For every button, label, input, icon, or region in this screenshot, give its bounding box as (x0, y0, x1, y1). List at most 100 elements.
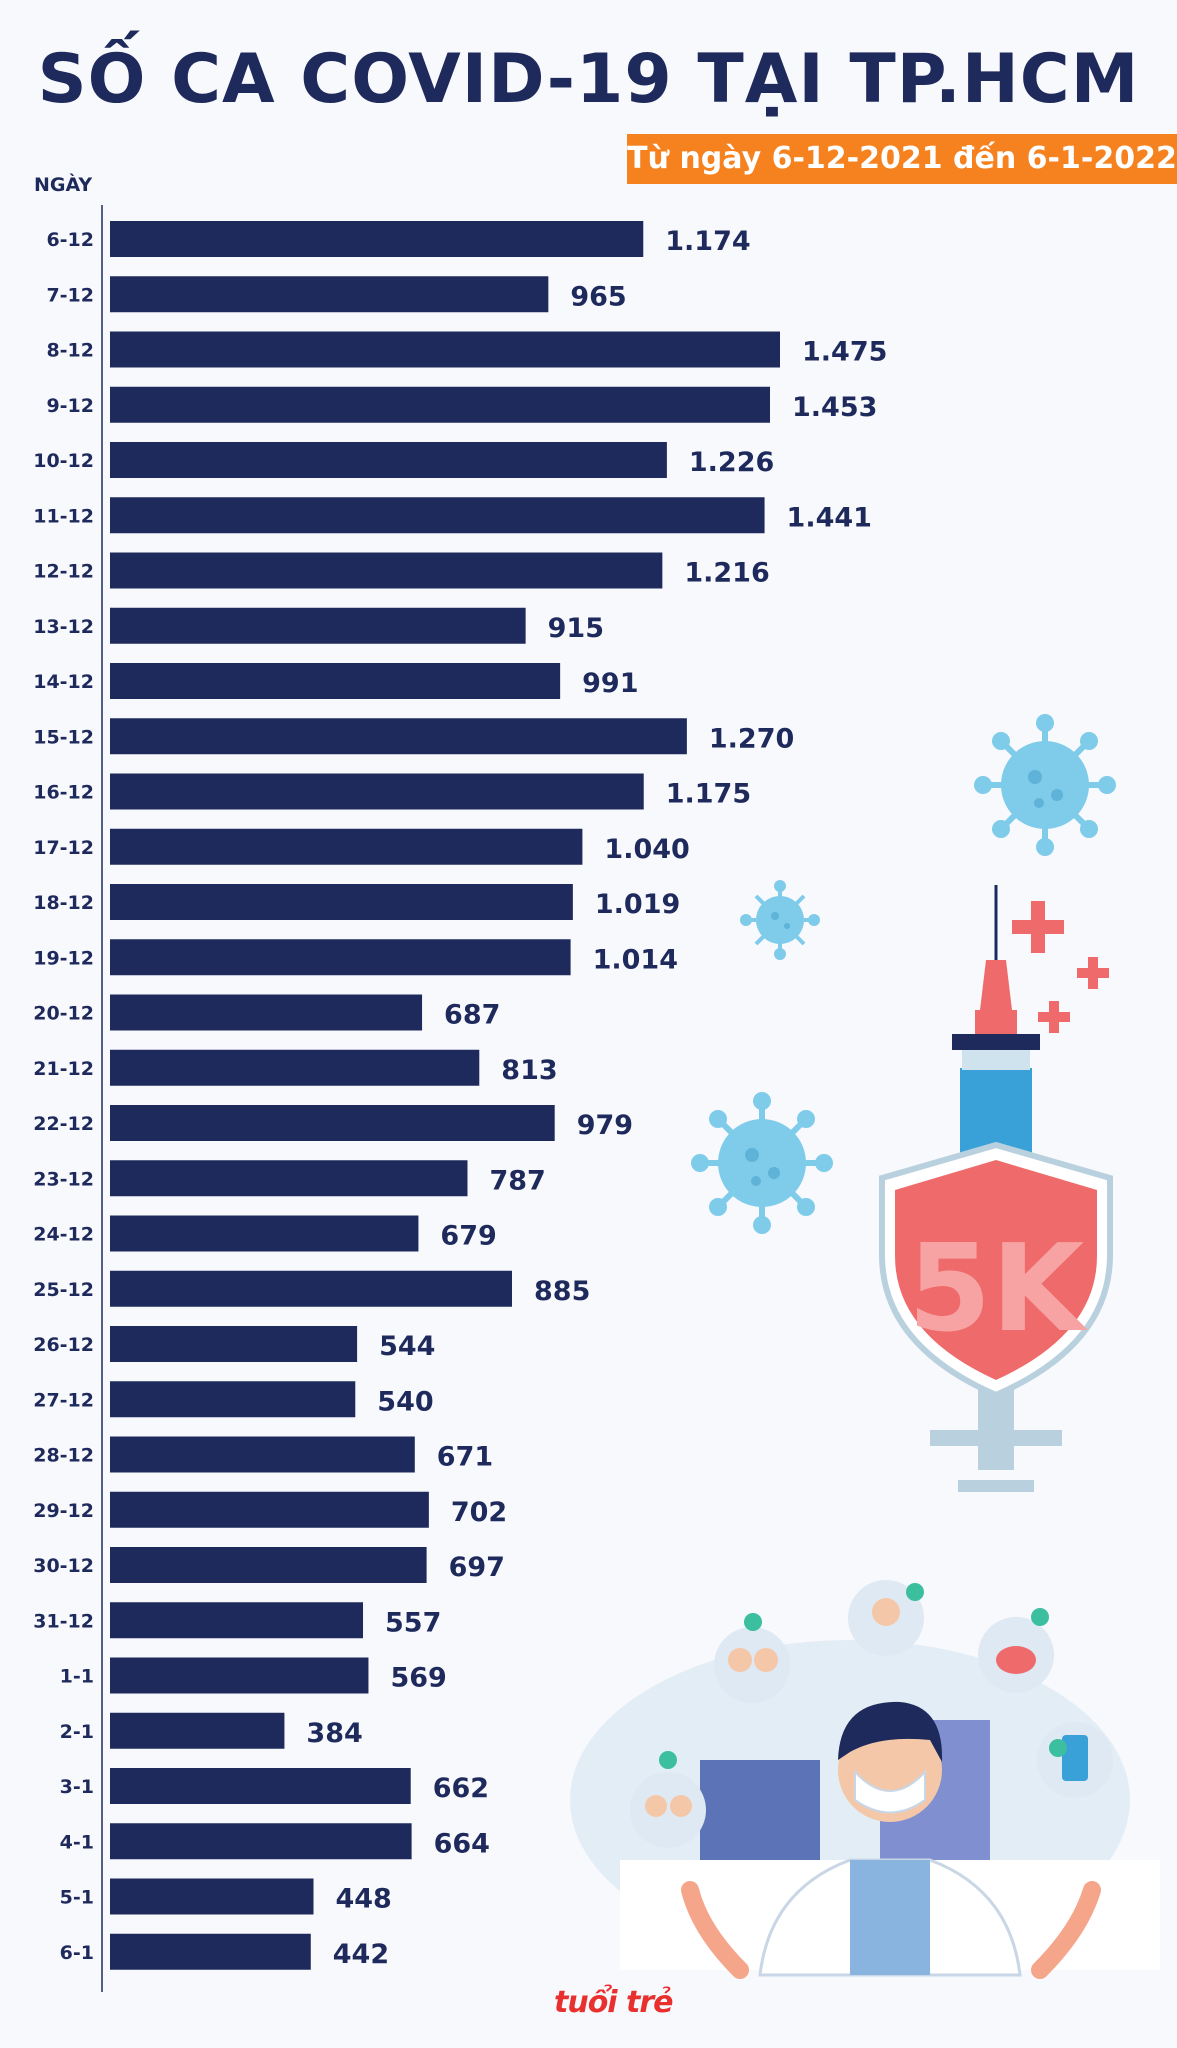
bar-11-12 (110, 497, 765, 534)
tick-label-4-1: 4-1 (60, 1831, 94, 1853)
data-label-14-12: 991 (582, 668, 638, 699)
data-label-2-1: 384 (306, 1718, 362, 1749)
tick-label-28-12: 28-12 (33, 1445, 94, 1467)
plus-icon (1012, 901, 1109, 1033)
date-range-badge: Từ ngày 6-12-2021 đến 6-1-2022 (627, 134, 1177, 184)
tick-label-13-12: 13-12 (33, 616, 94, 638)
data-label-11-12: 1.441 (787, 502, 872, 533)
tick-label-31-12: 31-12 (33, 1610, 94, 1632)
virus-icon (691, 1092, 833, 1234)
y-axis-label: NGÀY (34, 174, 93, 196)
tick-label-9-12: 9-12 (46, 395, 94, 417)
tuoi-tre-logo: tuổi trẻ (554, 1985, 674, 2020)
bar-5-1 (110, 1878, 314, 1915)
tick-label-27-12: 27-12 (33, 1389, 94, 1411)
tick-label-29-12: 29-12 (33, 1500, 94, 1522)
data-label-24-12: 679 (440, 1221, 496, 1252)
data-label-1-1: 569 (390, 1663, 446, 1694)
avatar-icons (630, 1580, 1113, 1848)
data-label-20-12: 687 (444, 1000, 500, 1031)
data-label-6-12: 1.174 (665, 226, 750, 257)
tick-label-11-12: 11-12 (33, 505, 94, 527)
bar-2-1 (110, 1712, 285, 1749)
tick-label-20-12: 20-12 (33, 1003, 94, 1025)
tick-label-6-1: 6-1 (60, 1942, 94, 1964)
bar-27-12 (110, 1381, 356, 1418)
bar-19-12 (110, 939, 571, 976)
data-label-31-12: 557 (385, 1607, 441, 1638)
data-label-27-12: 540 (377, 1386, 433, 1417)
bar-26-12 (110, 1326, 358, 1362)
data-label-4-1: 664 (434, 1828, 490, 1859)
bar-8-12 (110, 331, 780, 368)
data-label-25-12: 885 (534, 1276, 590, 1307)
data-label-26-12: 544 (379, 1331, 435, 1362)
data-label-5-1: 448 (335, 1884, 391, 1915)
data-label-22-12: 979 (577, 1110, 633, 1141)
data-label-23-12: 787 (489, 1165, 545, 1196)
bar-15-12 (110, 718, 687, 755)
tick-label-12-12: 12-12 (33, 561, 94, 583)
data-label-7-12: 965 (570, 281, 626, 312)
tick-label-30-12: 30-12 (33, 1555, 94, 1577)
tick-label-6-12: 6-12 (46, 229, 94, 251)
data-label-9-12: 1.453 (792, 392, 877, 423)
tick-label-3-1: 3-1 (60, 1776, 94, 1798)
bar-14-12 (110, 663, 561, 699)
page-title: SỐ CA COVID-19 TẠI TP.HCM (37, 40, 1140, 119)
tick-label-24-12: 24-12 (33, 1224, 94, 1246)
tick-label-17-12: 17-12 (33, 837, 94, 859)
bar-25-12 (110, 1270, 512, 1307)
bar-28-12 (110, 1436, 415, 1473)
bar-30-12 (110, 1547, 427, 1583)
bar-1-1 (110, 1657, 369, 1694)
tick-label-16-12: 16-12 (33, 782, 94, 804)
data-label-10-12: 1.226 (689, 447, 774, 478)
tick-label-25-12: 25-12 (33, 1279, 94, 1301)
data-label-12-12: 1.216 (684, 558, 769, 589)
bar-24-12 (110, 1215, 419, 1252)
data-label-28-12: 671 (437, 1442, 493, 1473)
bar-21-12 (110, 1049, 480, 1086)
data-label-8-12: 1.475 (802, 337, 887, 368)
tick-label-22-12: 22-12 (33, 1113, 94, 1135)
bar-23-12 (110, 1160, 468, 1197)
bar-16-12 (110, 773, 644, 810)
tick-label-1-1: 1-1 (60, 1666, 94, 1688)
bar-7-12 (110, 276, 549, 313)
bar-20-12 (110, 994, 423, 1031)
bar-22-12 (110, 1105, 555, 1141)
tick-label-14-12: 14-12 (33, 671, 94, 693)
shield-icon: 5K (879, 1141, 1113, 1399)
data-label-19-12: 1.014 (593, 944, 678, 975)
data-label-15-12: 1.270 (709, 723, 794, 754)
tick-label-15-12: 15-12 (33, 726, 94, 748)
data-label-30-12: 697 (449, 1552, 505, 1583)
data-label-3-1: 662 (433, 1773, 489, 1804)
tick-label-8-12: 8-12 (46, 340, 94, 362)
svg-text:5K: 5K (908, 1220, 1088, 1359)
bar-3-1 (110, 1768, 411, 1804)
tick-label-19-12: 19-12 (33, 947, 94, 969)
bar-10-12 (110, 442, 667, 478)
bar-4-1 (110, 1823, 412, 1860)
tick-label-2-1: 2-1 (60, 1721, 94, 1743)
bar-29-12 (110, 1491, 429, 1528)
tick-label-23-12: 23-12 (33, 1168, 94, 1190)
doctor-illustration (570, 1640, 1160, 1979)
bar-6-12 (110, 221, 644, 257)
data-label-21-12: 813 (501, 1055, 557, 1086)
bar-9-12 (110, 386, 771, 423)
bar-12-12 (110, 552, 663, 589)
tick-label-10-12: 10-12 (33, 450, 94, 472)
data-label-18-12: 1.019 (595, 889, 680, 920)
tick-label-21-12: 21-12 (33, 1058, 94, 1080)
bar-6-1 (110, 1933, 311, 1970)
bar-18-12 (110, 884, 573, 920)
bar-17-12 (110, 828, 583, 865)
tick-label-26-12: 26-12 (33, 1334, 94, 1356)
data-label-29-12: 702 (451, 1497, 507, 1528)
data-label-13-12: 915 (548, 613, 604, 644)
